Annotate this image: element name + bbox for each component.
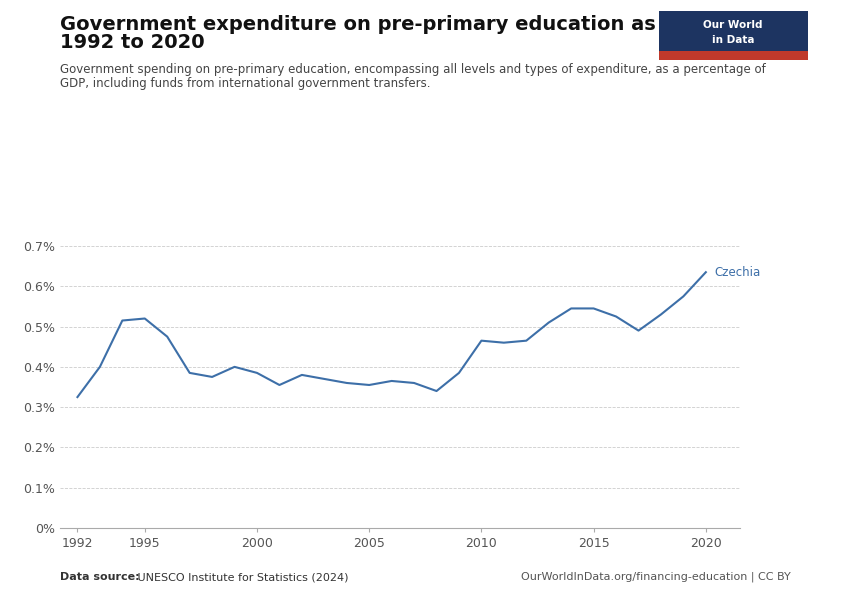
Text: GDP, including funds from international government transfers.: GDP, including funds from international … bbox=[60, 77, 430, 90]
Text: OurWorldInData.org/financing-education | CC BY: OurWorldInData.org/financing-education |… bbox=[521, 571, 790, 582]
Text: Data source:: Data source: bbox=[60, 572, 139, 582]
Text: Our World: Our World bbox=[703, 20, 763, 29]
Text: Government spending on pre-primary education, encompassing all levels and types : Government spending on pre-primary educa… bbox=[60, 63, 765, 76]
Text: Czechia: Czechia bbox=[715, 266, 761, 278]
Text: Government expenditure on pre-primary education as share of GDP,: Government expenditure on pre-primary ed… bbox=[60, 15, 809, 34]
Text: 1992 to 2020: 1992 to 2020 bbox=[60, 33, 204, 52]
Text: UNESCO Institute for Statistics (2024): UNESCO Institute for Statistics (2024) bbox=[134, 572, 348, 582]
Text: in Data: in Data bbox=[711, 35, 755, 46]
